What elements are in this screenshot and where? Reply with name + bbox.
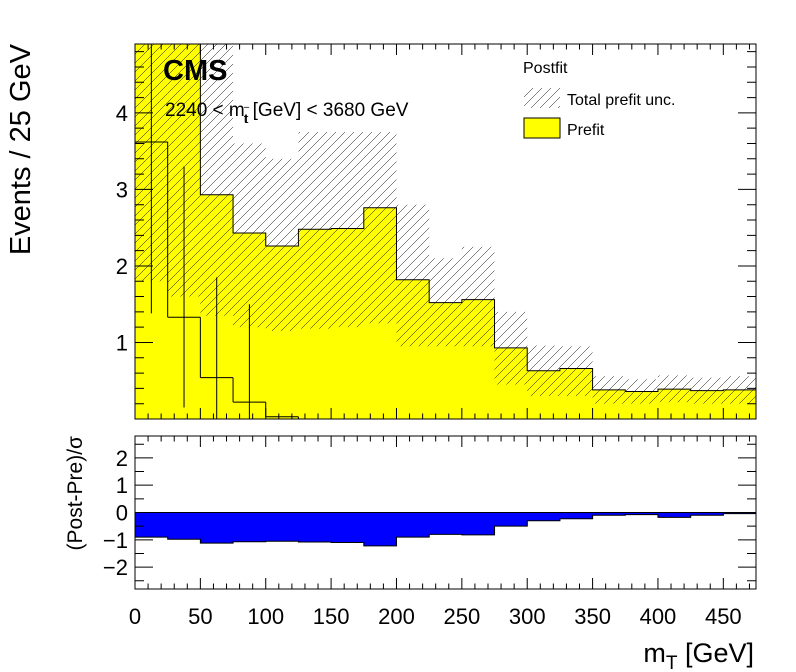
x-tick-label-150: 150: [313, 604, 350, 629]
diff-outline: [135, 512, 756, 547]
unc-band-7: [363, 132, 397, 324]
legend-header: Postfit: [523, 60, 568, 77]
top-y-tick-labels: 1 2 3 4: [116, 101, 128, 356]
top-y-tick-label-4: 4: [116, 101, 128, 126]
unc-band-2: [200, 44, 234, 316]
difference-bars: [135, 512, 756, 547]
top-y-tick-label-1: 1: [116, 330, 128, 355]
unc-band-16: [657, 375, 691, 403]
legend-swatch-prefit: [523, 117, 561, 139]
bottom-y-axis-label: (Post-Pre)/σ: [64, 436, 87, 551]
x-tick-label-300: 300: [509, 604, 546, 629]
diff-bar-7: [363, 512, 397, 546]
bottom-y-tick-label-1: −1: [103, 528, 128, 553]
bottom-axis-ticks: [135, 436, 756, 589]
top-axis-ticks: [135, 44, 756, 419]
top-frame: [134, 43, 757, 420]
unc-band-15: [625, 379, 658, 404]
unc-band-5: [298, 132, 332, 329]
unc-band-18: [723, 376, 756, 404]
top-y-axis-label: Events / 25 GeV: [5, 43, 37, 255]
diff-bar-10: [461, 512, 496, 535]
diff-bar-14: [592, 512, 626, 516]
x-tick-label-450: 450: [705, 604, 742, 629]
bottom-y-tick-label-3: 1: [116, 473, 128, 498]
diff-bar-1: [167, 512, 201, 540]
x-tick-label-250: 250: [443, 604, 480, 629]
bottom-tick-marks: [135, 436, 756, 589]
unc-band-11: [494, 311, 528, 385]
unc-band-12: [527, 345, 560, 397]
top-y-tick-label-2: 2: [116, 254, 128, 279]
legend-entry-unc: Total prefit unc.: [567, 92, 676, 109]
x-axis-label: mT [GeV]: [643, 638, 754, 672]
uncertainty-bands: [135, 44, 756, 404]
legend-entry-prefit: Prefit: [567, 122, 605, 139]
x-tick-label-350: 350: [574, 604, 611, 629]
diff-bar-9: [429, 512, 463, 535]
diff-bar-4: [265, 512, 299, 542]
diff-bar-6: [331, 512, 365, 543]
diff-bar-0: [135, 512, 169, 538]
top-panel: 1 2 3 4 Events / 25 GeV CMS 2240 < mt‾ t [G…: [5, 43, 757, 420]
unc-band-13: [559, 346, 593, 397]
unc-band-6: [331, 132, 364, 328]
unc-band-10: [461, 246, 495, 347]
cms-label: CMS: [163, 55, 227, 87]
diff-bar-16: [657, 512, 692, 518]
diff-bar-15: [625, 512, 659, 515]
x-tick-label-400: 400: [640, 604, 677, 629]
bottom-y-tick-label-0: −2: [103, 555, 128, 580]
unc-band-3: [233, 143, 266, 328]
top-y-tick-label-3: 3: [116, 177, 128, 202]
mass-range-label: 2240 < mt‾ t [GeV] < 3680 GeV: [165, 100, 409, 126]
diff-bar-17: [690, 512, 724, 516]
diff-bar-12: [527, 512, 561, 521]
x-tick-label-100: 100: [247, 604, 284, 629]
diff-bar-13: [559, 512, 594, 519]
unc-band-14: [592, 376, 626, 404]
unc-band-4: [265, 158, 299, 331]
diff-bar-18: [723, 512, 756, 514]
legend-swatch-unc: [524, 88, 560, 108]
postfit-error-bars: [150, 44, 250, 419]
unc-band-9: [429, 258, 462, 347]
unc-band-17: [690, 377, 724, 404]
bottom-y-tick-label-4: 2: [116, 446, 128, 471]
unc-band-8: [396, 204, 430, 347]
top-tick-marks: [135, 44, 756, 419]
bottom-y-tick-label-2: 0: [116, 501, 128, 526]
bottom-y-tick-labels: −2−10 12: [103, 446, 128, 580]
x-tick-label-50: 50: [188, 604, 212, 629]
diff-bar-2: [200, 512, 234, 544]
diff-bar-5: [298, 512, 332, 543]
x-tick-labels: 0 50 100 150 200 250 300 350 400 450: [129, 604, 742, 629]
legend: Postfit Total prefit unc. Prefit: [523, 60, 676, 139]
diff-bar-11: [494, 512, 528, 527]
diff-bar-8: [396, 512, 430, 538]
diff-bar-3: [233, 512, 267, 542]
x-tick-label-0: 0: [129, 604, 141, 629]
x-tick-label-200: 200: [378, 604, 415, 629]
